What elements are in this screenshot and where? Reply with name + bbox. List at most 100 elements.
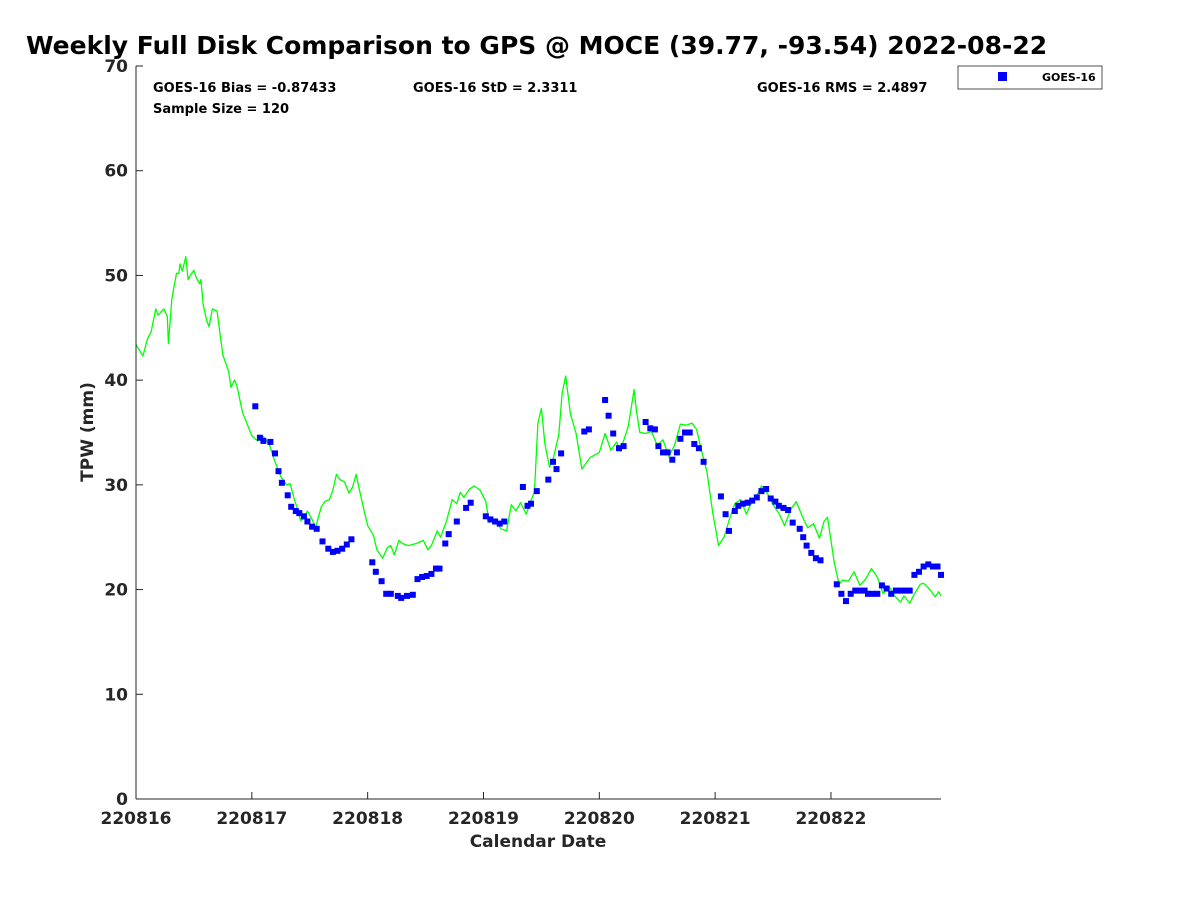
data-point-goes16: [700, 458, 707, 465]
data-point-goes16: [920, 563, 927, 570]
data-point-goes16: [275, 468, 282, 475]
data-point-goes16: [528, 500, 534, 507]
data-point-goes16: [339, 545, 346, 552]
data-point-goes16: [394, 592, 401, 599]
data-point-goes16: [686, 429, 693, 436]
data-point-goes16: [726, 527, 732, 534]
data-point-goes16: [501, 518, 508, 525]
data-point-goes16: [838, 590, 845, 597]
data-point-goes16: [772, 498, 779, 505]
data-point-goes16: [739, 500, 746, 507]
data-point-goes16: [272, 450, 278, 457]
data-point-goes16: [717, 493, 724, 500]
data-point-goes16: [620, 443, 627, 450]
data-point-goes16: [329, 548, 336, 555]
data-point-goes16: [800, 534, 807, 541]
data-point-goes16: [334, 547, 341, 554]
data-point-goes16: [533, 488, 540, 495]
data-point-goes16: [731, 508, 738, 514]
data-point-goes16: [833, 581, 840, 588]
x-tick-label: 220817: [216, 809, 287, 829]
data-point-goes16: [423, 573, 430, 579]
data-point-goes16: [847, 590, 854, 597]
data-point-goes16: [655, 443, 662, 450]
data-point-goes16: [647, 425, 654, 432]
data-point-goes16: [605, 412, 612, 419]
x-tick-label: 220820: [564, 809, 635, 829]
series-layer: [135, 255, 944, 605]
chart-title: Weekly Full Disk Comparison to GPS @ MOC…: [26, 31, 1047, 60]
legend-marker-goes16: [998, 72, 1007, 81]
data-point-goes16: [545, 476, 552, 483]
data-point-goes16: [404, 592, 410, 599]
data-point-goes16: [296, 510, 303, 517]
data-point-goes16: [487, 516, 494, 523]
data-point-goes16: [292, 508, 299, 514]
data-point-goes16: [585, 426, 592, 433]
data-point-goes16: [492, 518, 499, 525]
data-point-goes16: [581, 428, 588, 435]
data-point-goes16: [695, 445, 702, 452]
data-point-goes16: [387, 590, 394, 597]
data-point-goes16: [467, 499, 474, 506]
data-point-goes16: [372, 568, 379, 575]
y-tick-label: 0: [116, 790, 128, 810]
data-point-goes16: [419, 574, 426, 580]
y-tick-label: 40: [104, 371, 128, 391]
data-point-goes16: [691, 441, 698, 447]
data-point-goes16: [383, 590, 390, 597]
y-tick-label: 10: [104, 685, 128, 705]
bias-stat: GOES-16 Bias = -0.87433: [153, 81, 336, 96]
data-point-goes16: [409, 591, 416, 598]
data-point-goes16: [378, 578, 385, 585]
axes-layer: [135, 66, 941, 800]
data-point-goes16: [775, 502, 782, 509]
data-point-goes16: [482, 513, 489, 520]
data-point-goes16: [812, 555, 819, 562]
data-point-goes16: [796, 525, 803, 532]
data-point-goes16: [288, 503, 295, 510]
data-point-goes16: [524, 502, 531, 509]
data-point-goes16: [843, 598, 849, 605]
data-point-goes16: [682, 429, 688, 436]
data-point-goes16: [817, 557, 824, 564]
x-tick-label: 220819: [448, 809, 519, 829]
data-point-goes16: [808, 549, 815, 556]
y-axis-label: TPW (mm): [78, 382, 98, 482]
data-point-goes16: [602, 397, 609, 403]
data-point-goes16: [938, 571, 944, 578]
data-point-goes16: [677, 435, 684, 442]
data-point-goes16: [785, 507, 792, 513]
data-point-goes16: [519, 484, 526, 490]
data-point-goes16: [929, 563, 936, 570]
data-point-goes16: [278, 479, 285, 486]
data-point-goes16: [319, 538, 326, 545]
data-point-goes16: [749, 497, 756, 504]
legend: GOES-16: [957, 65, 1103, 90]
data-point-goes16: [874, 590, 881, 597]
data-point-goes16: [369, 559, 376, 566]
data-point-goes16: [284, 492, 291, 499]
data-point-goes16: [267, 438, 274, 445]
x-tick-label: 220818: [332, 809, 403, 829]
data-point-goes16: [660, 449, 666, 456]
data-point-goes16: [442, 540, 449, 547]
data-point-goes16: [897, 587, 904, 594]
data-point-goes16: [763, 486, 770, 492]
data-point-goes16: [252, 403, 259, 410]
y-ticks: 0 10 20 30 40 50 60 70: [104, 57, 143, 810]
y-tick-label: 20: [104, 581, 128, 601]
data-point-goes16: [428, 570, 435, 577]
y-tick-label: 50: [104, 266, 128, 286]
data-point-goes16: [436, 565, 443, 572]
data-point-goes16: [651, 426, 658, 433]
data-point-goes16: [260, 437, 267, 444]
data-point-goes16: [669, 456, 676, 463]
data-point-goes16: [348, 536, 355, 543]
data-point-goes16: [550, 458, 556, 465]
data-point-goes16: [856, 587, 863, 594]
data-point-goes16: [789, 519, 796, 526]
data-point-goes16: [888, 590, 895, 597]
sample-size-stat: Sample Size = 120: [153, 102, 289, 117]
